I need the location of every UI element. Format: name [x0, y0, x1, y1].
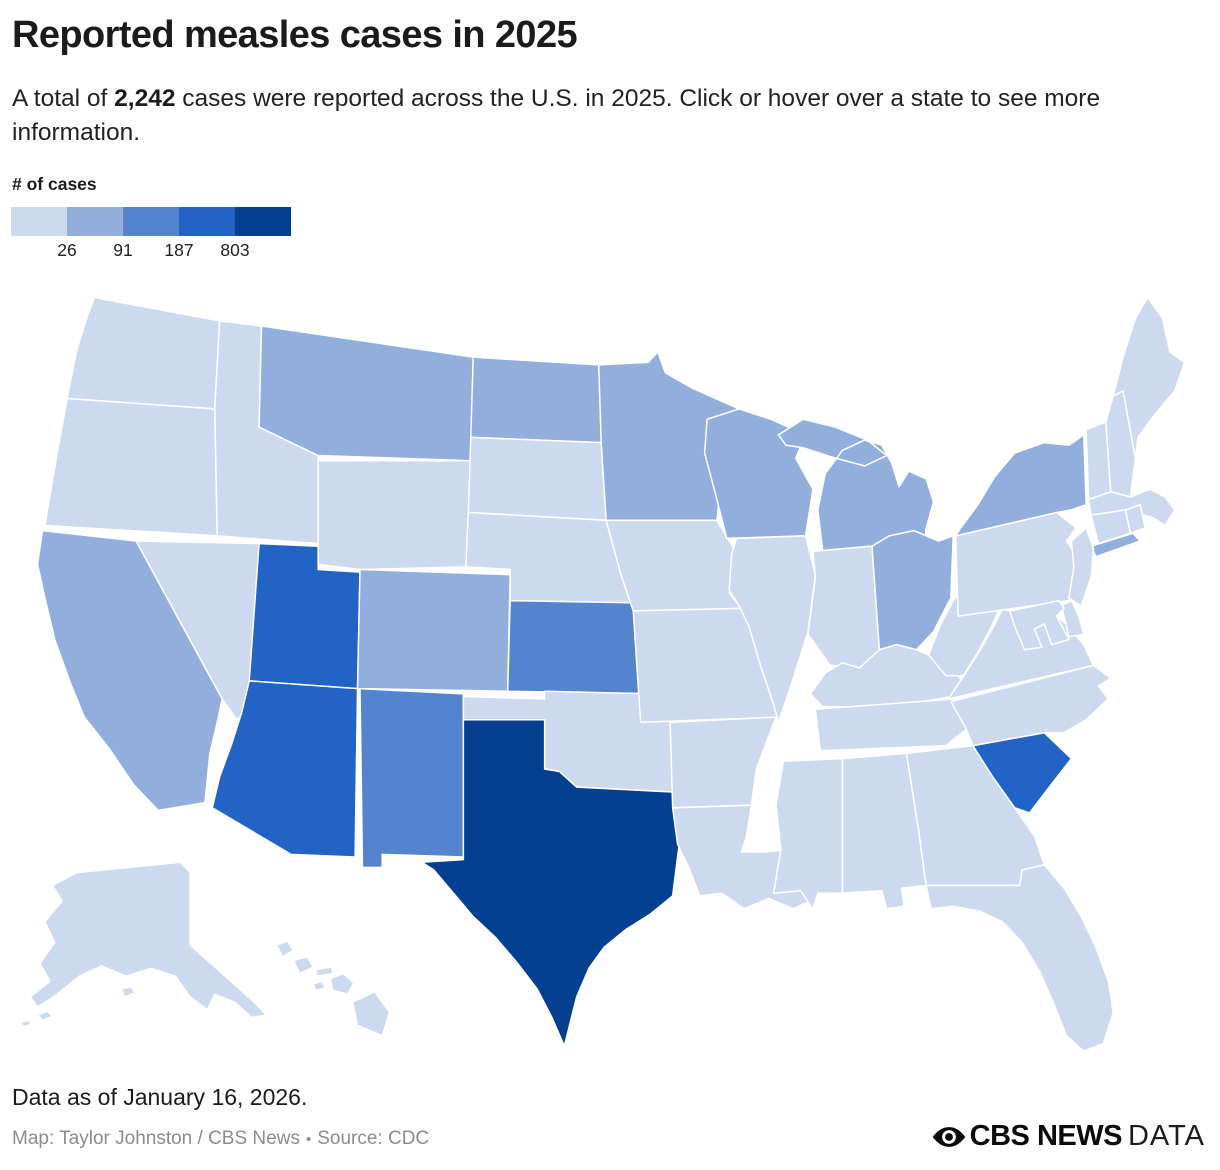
state-AR[interactable]	[669, 716, 777, 809]
state-CA[interactable]	[36, 529, 223, 812]
state-AK[interactable]	[19, 861, 268, 1028]
cbs-news-data-logo: CBS NEWS DATA	[931, 1120, 1205, 1153]
state-SC[interactable]	[972, 731, 1073, 814]
data-as-of-note: Data as of January 16, 2026.	[12, 1084, 308, 1110]
state-NC[interactable]	[950, 664, 1112, 747]
state-FL[interactable]	[925, 864, 1114, 1053]
legend-tick-187: 187	[164, 240, 194, 260]
state-NM[interactable]	[359, 687, 465, 869]
us-choropleth-map	[19, 296, 1186, 1053]
state-SD[interactable]	[467, 436, 607, 522]
page-title: Reported measles cases in 2025	[12, 14, 578, 56]
state-DE[interactable]	[1060, 599, 1085, 638]
state-MD[interactable]	[1009, 599, 1070, 651]
subtitle-post: cases were reported across the U.S. in 2…	[12, 85, 1101, 146]
legend-swatch-4	[179, 207, 235, 236]
legend-title: # of cases	[12, 174, 97, 194]
state-WA[interactable]	[66, 296, 221, 410]
state-MT[interactable]	[258, 325, 474, 462]
legend-tick-26: 26	[57, 240, 77, 260]
map-credit: Map: Taylor Johnston / CBS News	[12, 1128, 300, 1149]
legend-swatch-5	[235, 207, 291, 236]
legend-tick-803: 803	[220, 240, 250, 260]
state-KS[interactable]	[506, 599, 654, 695]
subtitle-pre: A total of	[12, 85, 115, 112]
brand-data: DATA	[1127, 1120, 1205, 1152]
brand-cbs-news: CBS NEWS	[969, 1120, 1123, 1152]
legend-tick-91: 91	[113, 240, 133, 260]
legend-swatch-2	[67, 207, 123, 236]
subtitle: A total of 2,242 cases were reported acr…	[12, 82, 1152, 150]
state-TN[interactable]	[814, 698, 979, 752]
cbs-eye-icon	[932, 1126, 966, 1147]
credits-line: Map: Taylor Johnston / CBS News • Source: …	[12, 1128, 429, 1150]
legend-color-scale	[11, 207, 291, 236]
credit-separator: •	[305, 1131, 312, 1148]
state-RI[interactable]	[1124, 503, 1146, 535]
state-IN[interactable]	[807, 545, 881, 669]
state-WY[interactable]	[317, 459, 472, 571]
state-AZ[interactable]	[211, 680, 359, 858]
subtitle-total: 2,242	[114, 85, 176, 112]
state-HI[interactable]	[275, 940, 391, 1037]
legend-swatch-3	[123, 207, 179, 236]
state-NJ[interactable]	[1068, 527, 1095, 607]
source-credit: Source: CDC	[317, 1128, 430, 1149]
state-MS[interactable]	[772, 757, 844, 910]
legend-labels: 26 91 187 803	[11, 240, 311, 262]
state-ND[interactable]	[470, 356, 602, 444]
legend-swatch-1	[11, 207, 67, 236]
state-TX[interactable]	[420, 718, 684, 1047]
state-ME[interactable]	[1112, 296, 1186, 459]
state-OR[interactable]	[44, 397, 218, 537]
state-CO[interactable]	[356, 568, 511, 693]
